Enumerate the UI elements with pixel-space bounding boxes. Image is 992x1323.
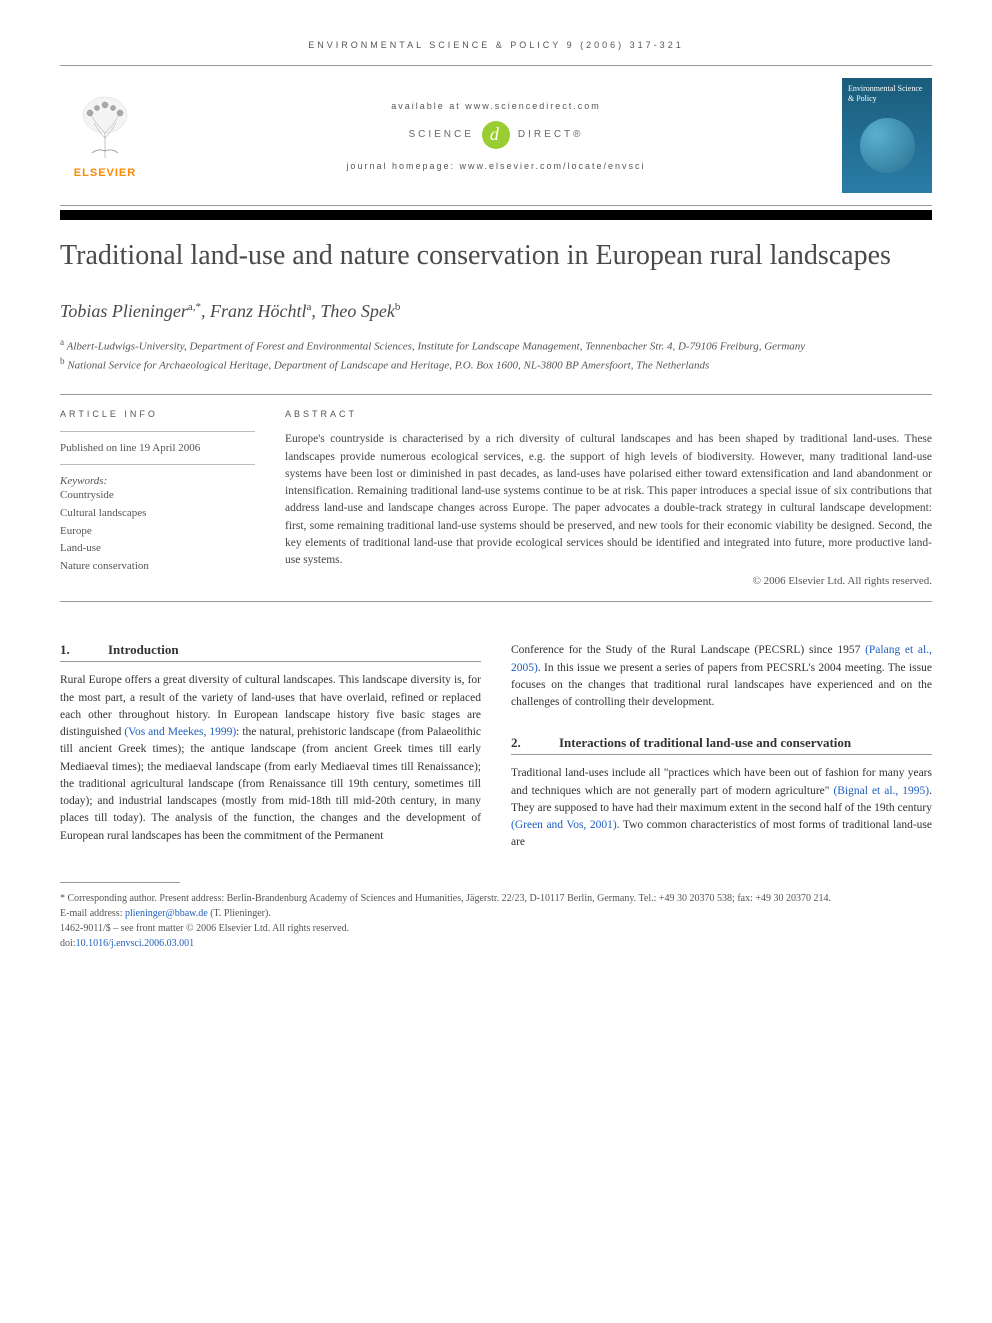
- section-2-para: Traditional land-uses include all "pract…: [511, 765, 932, 851]
- author-1-sup: a,*: [188, 301, 201, 313]
- available-at: available at www.sciencedirect.com: [150, 101, 842, 111]
- authors: Tobias Plieningera,*, Franz Höchtla, The…: [60, 301, 932, 322]
- footer-notes: * Corresponding author. Present address:…: [60, 891, 932, 951]
- header-box: ELSEVIER available at www.sciencedirect.…: [60, 65, 932, 206]
- cover-globe-icon: [848, 103, 926, 187]
- section-2-title: Interactions of traditional land-use and…: [559, 735, 851, 750]
- abstract-column: ABSTRACT Europe's countryside is charact…: [285, 409, 932, 587]
- affiliation-a: Albert-Ludwigs-University, Department of…: [67, 341, 806, 353]
- author-1: Tobias Plieninger: [60, 301, 188, 321]
- keyword-item: Nature conservation: [60, 558, 255, 576]
- science-direct-logo: SCIENCE d DIRECT®: [150, 121, 842, 149]
- citation: (Green and Vos, 2001): [511, 819, 617, 831]
- body-col-left: 1.Introduction Rural Europe offers a gre…: [60, 642, 481, 851]
- keyword-item: Europe: [60, 523, 255, 541]
- abstract-copyright: © 2006 Elsevier Ltd. All rights reserved…: [285, 575, 932, 587]
- email-suffix: (T. Plieninger).: [208, 908, 271, 919]
- black-divider: [60, 210, 932, 220]
- corresponding-author: * Corresponding author. Present address:…: [60, 891, 932, 906]
- author-3: Theo Spek: [320, 301, 394, 321]
- issn-line: 1462-9011/$ – see front matter © 2006 El…: [60, 921, 932, 936]
- cover-title: Environmental Science & Policy: [848, 84, 926, 103]
- keyword-item: Land-use: [60, 540, 255, 558]
- section-1-num: 1.: [60, 642, 108, 658]
- citation: (Vos and Meekes, 1999): [124, 726, 236, 738]
- footer-divider: [60, 882, 180, 883]
- elsevier-logo: ELSEVIER: [60, 93, 150, 179]
- keywords-label: Keywords:: [60, 475, 255, 487]
- abstract-text: Europe's countryside is characterised by…: [285, 431, 932, 569]
- citation: (Bignal et al., 1995): [833, 785, 929, 797]
- elsevier-text: ELSEVIER: [60, 167, 150, 179]
- sd-d-icon: d: [482, 121, 510, 149]
- science-text: SCIENCE: [408, 129, 473, 140]
- article-info-column: ARTICLE INFO Published on line 19 April …: [60, 409, 255, 587]
- article-info-heading: ARTICLE INFO: [60, 409, 255, 419]
- author-2-sup: a: [307, 301, 312, 313]
- doi: 10.1016/j.envsci.2006.03.001: [76, 938, 195, 949]
- abstract-heading: ABSTRACT: [285, 409, 932, 419]
- article-title: Traditional land-use and nature conserva…: [60, 238, 932, 273]
- journal-cover: Environmental Science & Policy: [842, 78, 932, 193]
- keyword-item: Countryside: [60, 487, 255, 505]
- section-1-heading: 1.Introduction: [60, 642, 481, 662]
- body-col-right: Conference for the Study of the Rural La…: [511, 642, 932, 851]
- section-1-para-cont: Conference for the Study of the Rural La…: [511, 642, 932, 711]
- author-2: Franz Höchtl: [210, 301, 307, 321]
- keyword-item: Cultural landscapes: [60, 505, 255, 523]
- pub-date: Published on line 19 April 2006: [60, 442, 255, 454]
- affiliations: a Albert-Ludwigs-University, Department …: [60, 336, 932, 374]
- section-1-title: Introduction: [108, 642, 179, 657]
- email-address: plieninger@bbaw.de: [125, 908, 208, 919]
- doi-label: doi:: [60, 938, 76, 949]
- journal-homepage: journal homepage: www.elsevier.com/locat…: [150, 161, 842, 171]
- section-1-para: Rural Europe offers a great diversity of…: [60, 672, 481, 845]
- section-2-heading: 2.Interactions of traditional land-use a…: [511, 735, 932, 755]
- section-2-num: 2.: [511, 735, 559, 751]
- affiliation-b: National Service for Archaeological Heri…: [67, 360, 709, 372]
- direct-text: DIRECT®: [518, 129, 584, 140]
- journal-citation: ENVIRONMENTAL SCIENCE & POLICY 9 (2006) …: [60, 40, 932, 50]
- author-3-sup: b: [395, 301, 401, 313]
- email-label: E-mail address:: [60, 908, 125, 919]
- elsevier-tree-icon: [70, 93, 140, 163]
